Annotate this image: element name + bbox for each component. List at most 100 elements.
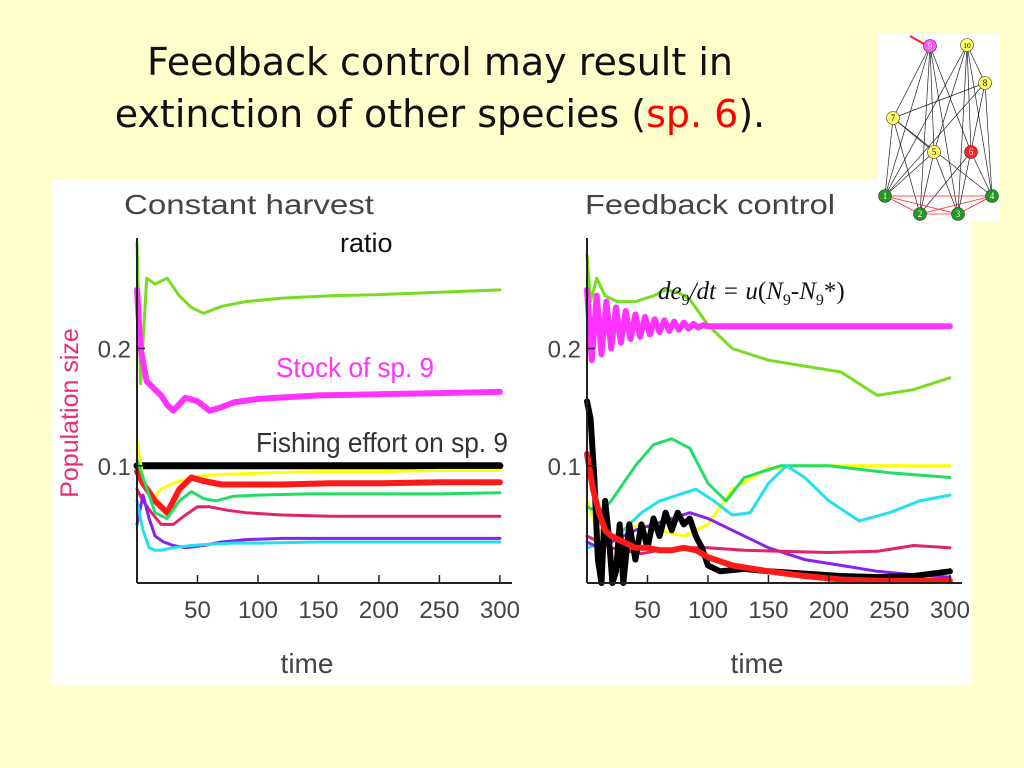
eq-open: ( — [757, 278, 767, 305]
x-tick-label: 150 — [748, 597, 788, 624]
species-node-10 — [960, 38, 974, 52]
competition-link — [919, 195, 993, 215]
eq-sub: 9 — [815, 292, 824, 309]
food-web-link — [892, 82, 986, 119]
species-node-label: 3 — [956, 209, 961, 219]
series-line-9 — [584, 451, 953, 584]
x-tick-label: 200 — [809, 597, 849, 624]
species-node-label: 7 — [891, 113, 896, 123]
food-web-link — [966, 44, 993, 197]
species-node-label: 9 — [928, 41, 933, 51]
eq-close: *) — [823, 278, 845, 305]
x-tick-label: 300 — [480, 597, 520, 624]
food-web-link — [929, 45, 935, 153]
chart-title: Feedback control — [585, 189, 835, 220]
food-web-svg: 1 2 3 4 5 6 7 8 9 10 — [878, 35, 999, 221]
species-node-2 — [913, 207, 927, 221]
x-tick-label: 100 — [688, 597, 728, 624]
series-line-4 — [585, 437, 952, 515]
food-web-link — [884, 151, 935, 197]
eq-dash: - — [790, 278, 800, 305]
food-web-link — [884, 45, 931, 197]
food-web-link — [929, 45, 959, 215]
food-web-link — [919, 45, 931, 215]
food-web-link — [884, 82, 986, 197]
eq-sub: 9 — [681, 292, 690, 309]
series-line-8 — [584, 398, 953, 586]
eq-u: u — [745, 278, 758, 305]
x-tick-label: 150 — [298, 597, 338, 624]
eq-mid: /dt = — [689, 278, 746, 305]
species-node-label: 1 — [883, 191, 888, 201]
food-web-link — [919, 151, 935, 215]
species-node-1 — [878, 189, 892, 203]
harvest-arrow — [909, 35, 925, 45]
food-web-link — [984, 82, 993, 197]
series-line-1 — [135, 241, 502, 386]
food-web-link — [884, 44, 968, 197]
slide-title: Feedback control may result in extinctio… — [60, 36, 820, 140]
y-tick-label: 0.1 — [98, 454, 131, 481]
food-web-link — [892, 117, 921, 215]
series-line-1 — [585, 253, 952, 397]
stock-annotation: Stock of sp. 9 — [276, 352, 434, 383]
eq-de: de — [658, 278, 682, 305]
species-node-label: 4 — [990, 191, 995, 201]
species-node-8 — [978, 76, 992, 90]
series-line-5 — [585, 464, 952, 550]
title-line-1: Feedback control may result in — [147, 40, 733, 84]
y-tick-label: 0.1 — [548, 454, 581, 481]
food-web-link — [966, 44, 972, 153]
x-tick-label: 50 — [634, 597, 661, 624]
figure-panel: Constant harvest 50 100 150 200 250 300 0.1 0.2 t… — [52, 180, 972, 686]
species-node-7 — [886, 111, 900, 125]
species-node-6 — [964, 145, 978, 159]
eq-n1: N — [766, 278, 783, 305]
species-node-4 — [985, 189, 999, 203]
species-node-3 — [951, 207, 965, 221]
competition-link — [884, 195, 959, 215]
title-line-2: extinction of other species ( — [114, 92, 647, 136]
eq-n2: N — [799, 278, 816, 305]
food-web-link — [933, 151, 959, 215]
series-line-6 — [135, 458, 502, 520]
x-tick-label: 250 — [419, 597, 459, 624]
food-web-link — [970, 151, 993, 197]
species-node-label: 2 — [918, 209, 923, 219]
ratio-label: ratio — [340, 228, 393, 258]
title-highlight: sp. 6 — [646, 92, 739, 136]
food-web-link — [929, 45, 972, 153]
feedback-equation: de9/dt = u(N9-N9*) — [658, 278, 845, 310]
y-tick-label: 0.2 — [98, 337, 131, 364]
series-line-9 — [135, 499, 502, 552]
fishing-effort-annotation: Fishing effort on sp. 9 — [256, 427, 508, 458]
food-web-link — [892, 117, 993, 197]
series-line-2 — [584, 286, 953, 364]
food-web-link — [919, 151, 972, 215]
chart-title: Constant harvest — [124, 189, 374, 220]
species-node-label: 10 — [963, 41, 971, 50]
series-line-8 — [135, 493, 502, 550]
x-tick-label: 100 — [238, 597, 278, 624]
species-node-9 — [923, 39, 937, 53]
chart-panel-2: Feedback control 50 100 150 200 250 300 0.1 0.2 t… — [548, 189, 970, 679]
species-node-label: 6 — [969, 147, 974, 157]
food-web-link — [884, 117, 894, 197]
x-axis-label: time — [281, 648, 334, 679]
food-web-link — [966, 44, 986, 84]
species-node-label: 8 — [983, 78, 988, 88]
series-line-7 — [135, 487, 502, 526]
food-web-link — [892, 117, 935, 153]
species-node-5 — [927, 145, 941, 159]
chart-panel-1: Constant harvest 50 100 150 200 250 300 0.1 0.2 t… — [56, 189, 520, 679]
x-tick-label: 300 — [930, 597, 970, 624]
food-web-inset: 1 2 3 4 5 6 7 8 9 10 — [878, 34, 1000, 222]
x-tick-label: 250 — [869, 597, 909, 624]
x-axis-label: time — [731, 648, 784, 679]
y-tick-label: 0.2 — [548, 337, 581, 364]
title-end: ). — [738, 92, 766, 136]
x-tick-label: 50 — [184, 597, 211, 624]
series-line-5 — [134, 468, 503, 516]
y-axis-label: Population size — [56, 328, 84, 498]
